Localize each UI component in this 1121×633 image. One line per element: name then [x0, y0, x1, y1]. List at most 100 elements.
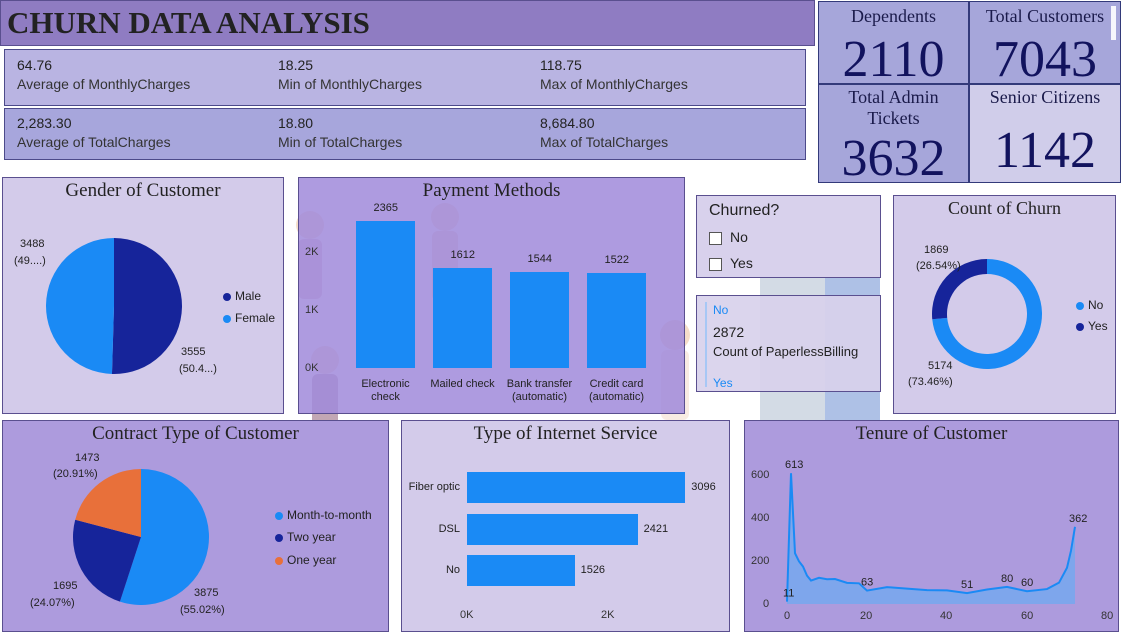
title-bar: CHURN DATA ANALYSIS [0, 0, 815, 46]
contract-title: Contract Type of Customer [92, 423, 299, 444]
churn-slice-yes[interactable] [932, 259, 987, 320]
payment-category-label-2: Mailed check [430, 378, 495, 390]
legend-two-year-swatch [275, 533, 283, 542]
legend-one-year[interactable]: One year [275, 553, 336, 567]
payment-bar-3[interactable] [510, 271, 569, 368]
churn-yes-value: 1869 [924, 244, 949, 256]
tenure-area-chart[interactable]: 11 613 63 51 80 60 362 [745, 421, 1120, 633]
legend-female[interactable]: Female [223, 311, 275, 325]
payment-category-label-3: Bank transfer (automatic) [506, 378, 573, 403]
payment-bar-2[interactable] [433, 267, 492, 368]
payment-category-label-1: Electronic check [361, 378, 410, 403]
paperless-top-label[interactable]: No [713, 303, 729, 317]
gender-slice-female[interactable] [46, 238, 114, 374]
internet-bar-chart: 3096 Fiber optic 2421 DSL 1526 No [402, 421, 731, 633]
tenure-xtick-60: 60 [1021, 610, 1034, 622]
tenure-data-label-4: 51 [961, 579, 973, 591]
internet-bar-2[interactable] [467, 514, 638, 545]
legend-churn-yes-label: Yes [1088, 319, 1108, 333]
internet-data-label-3: 1526 [580, 564, 606, 576]
legend-month-swatch [275, 511, 283, 520]
gender-pie-chart[interactable] [46, 238, 182, 374]
max-monthly-label: Max of MonthlyCharges [540, 76, 688, 92]
churn-filter-option-yes[interactable]: Yes [709, 255, 753, 271]
contract-two-year-value: 1695 [53, 580, 78, 592]
churn-no-value: 5174 [928, 360, 953, 372]
senior-citizens-title: Senior Citizens [989, 87, 1101, 107]
paperless-bottom-label[interactable]: Yes [713, 376, 733, 390]
kpi-dependents: Dependents 2110 [818, 1, 969, 88]
contract-two-year-pct: (24.07%) [30, 597, 75, 609]
payment-data-label-4: 1522 [604, 254, 629, 267]
scrollbar[interactable] [1111, 6, 1116, 40]
legend-churn-no[interactable]: No [1076, 298, 1103, 312]
contract-pie-chart[interactable] [73, 469, 209, 605]
internet-category-label-3: No [445, 564, 460, 576]
legend-female-label: Female [235, 311, 276, 325]
checkbox-yes[interactable] [709, 257, 722, 271]
max-monthly-value: 118.75 [540, 57, 582, 73]
contract-slice-one-year[interactable] [75, 469, 141, 537]
internet-xtick-0k: 0K [460, 609, 474, 621]
admin-tickets-title-2: Tickets [867, 108, 920, 128]
tenure-xtick-40: 40 [940, 610, 953, 622]
contract-slice-two-year[interactable] [73, 519, 141, 602]
legend-male-swatch [223, 292, 231, 301]
gender-male-value: 3555 [181, 346, 206, 358]
payment-ytick-1k: 1K [305, 304, 319, 316]
internet-bar-1[interactable] [467, 472, 686, 503]
payment-bar-1[interactable] [356, 220, 415, 368]
payment-bar-chart: 2365 Electronic check 1612 Mailed check 1544… [299, 178, 686, 415]
tenure-xtick-80: 80 [1101, 610, 1114, 622]
legend-male[interactable]: Male [223, 289, 261, 303]
checkbox-no[interactable] [709, 231, 722, 245]
avg-monthly-value: 64.76 [17, 57, 53, 73]
payment-bar-4[interactable] [587, 273, 646, 368]
gender-female-pct: (49....) [14, 255, 46, 267]
tenure-ytick-0: 0 [763, 598, 770, 610]
internet-category-label-1: Fiber optic [408, 481, 460, 493]
legend-two-year[interactable]: Two year [275, 530, 336, 544]
tenure-xtick-0: 0 [784, 610, 791, 622]
legend-month-to-month[interactable]: Month-to-month [275, 508, 372, 522]
tenure-data-label-7: 362 [1069, 513, 1087, 525]
internet-category-label-2: DSL [438, 523, 460, 535]
contract-slice-month-to-month[interactable] [119, 469, 209, 605]
tenure-data-label-3: 63 [861, 577, 873, 589]
internet-data-label-2: 2421 [643, 523, 669, 535]
dependents-title: Dependents [851, 6, 936, 26]
internet-bar-3[interactable] [467, 555, 575, 586]
tenure-data-label-1: 11 [783, 588, 794, 600]
gender-female-value: 3488 [20, 238, 45, 250]
payment-category-label-4: Credit card (automatic) [588, 378, 645, 403]
paperless-accent-line [705, 302, 707, 387]
contract-one-year-value: 1473 [75, 452, 100, 464]
gender-title: Gender of Customer [65, 180, 221, 201]
legend-month-label: Month-to-month [287, 508, 372, 522]
paperless-panel: No 2872 Count of PaperlessBilling Yes [696, 295, 881, 392]
legend-churn-yes[interactable]: Yes [1076, 319, 1108, 333]
gender-panel: Gender of Customer 3488 (49....) 3555 (5… [2, 177, 284, 414]
page-title: CHURN DATA ANALYSIS [7, 5, 370, 40]
gender-slice-male[interactable] [111, 238, 182, 374]
senior-citizens-value: 1142 [993, 122, 1097, 179]
churn-filter-title: Churned? [709, 202, 780, 219]
total-customers-value: 7043 [993, 31, 1097, 88]
internet-title: Type of Internet Service [473, 423, 658, 444]
internet-panel: Type of Internet Service 3096 Fiber optic… [401, 420, 730, 632]
legend-one-year-label: One year [287, 553, 337, 567]
legend-one-year-swatch [275, 556, 283, 565]
admin-tickets-value: 3632 [841, 130, 946, 187]
tenure-data-label-6: 60 [1021, 577, 1033, 589]
tenure-ytick-400: 400 [751, 512, 770, 524]
tenure-data-label-2: 613 [785, 459, 803, 471]
legend-churn-yes-swatch [1076, 322, 1084, 331]
legend-male-label: Male [235, 289, 262, 303]
legend-churn-no-label: No [1088, 298, 1104, 312]
tenure-data-label-5: 80 [1001, 573, 1013, 585]
option-yes-label: Yes [730, 255, 753, 271]
churn-filter-option-no[interactable]: No [709, 229, 748, 245]
count-churn-donut[interactable] [932, 259, 1042, 369]
count-churn-title: Count of Churn [947, 198, 1061, 218]
min-monthly-label: Min of MonthlyCharges [278, 76, 422, 92]
